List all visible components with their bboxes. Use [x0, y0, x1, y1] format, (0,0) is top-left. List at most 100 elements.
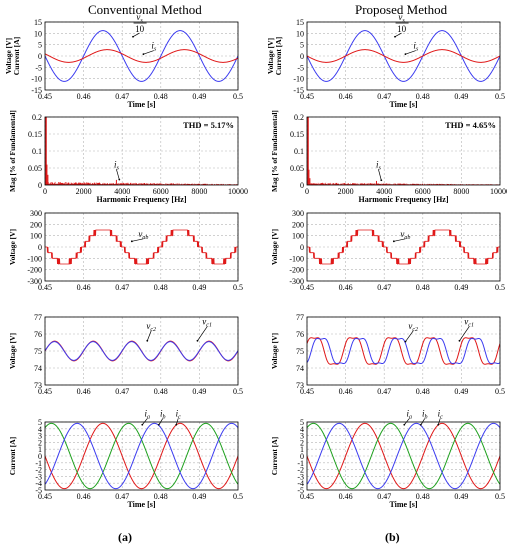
x-tick-label: 4000: [114, 187, 130, 196]
y-axis-label: Voltage [V]: [270, 333, 279, 369]
x-tick-label: 0.46: [77, 92, 91, 101]
annotation-arrowhead: [404, 53, 407, 56]
series-red-line: [307, 49, 500, 63]
y-tick-label: 15: [296, 18, 304, 27]
x-tick-label: 0.48: [416, 387, 430, 396]
y-tick-label: 10: [34, 29, 42, 38]
axes-frame: [306, 21, 501, 91]
annotation-arrowhead: [419, 423, 422, 426]
annotation-arrow: [116, 169, 120, 180]
x-tick-label: 0.45: [300, 492, 314, 501]
annotation-arrowhead: [458, 339, 461, 342]
x-tick-label: 0.47: [377, 92, 391, 101]
y-tick-label: 77: [34, 313, 42, 322]
x-tick-label: 0.45: [38, 492, 52, 501]
annotation-arrow: [404, 418, 410, 425]
y-tick-label: 0.1: [32, 147, 42, 156]
plot-area: [45, 422, 238, 490]
chart-b4: 0.45 0.46 0.47 0.48 0.49 0.5 73 74 75 76 77 Voltage…: [270, 313, 505, 396]
x-axis-label: Harmonic Frequency [Hz]: [358, 195, 448, 204]
x-tick-label: 0.5: [233, 492, 243, 501]
y-tick-label: 77: [296, 313, 304, 322]
plot-area: [307, 30, 500, 82]
y-axis-label: Current [A]: [274, 37, 283, 75]
x-tick-label: 0.48: [416, 283, 430, 292]
plot-area: [45, 30, 238, 82]
y-tick-label: -100: [289, 254, 304, 263]
annotation-arrow: [393, 238, 406, 242]
x-tick-label: 0.47: [377, 283, 391, 292]
x-tick-label: 0.45: [300, 283, 314, 292]
y-tick-label: -2: [297, 466, 304, 475]
y-tick-label: 0: [38, 452, 42, 461]
annotation-arrow: [420, 418, 426, 425]
y-tick-label: -4: [35, 479, 42, 488]
annotation-label: is: [376, 159, 382, 171]
x-tick-label: 2000: [76, 187, 92, 196]
series-blue-line: [45, 30, 238, 82]
annotation-label: vc1: [464, 317, 474, 329]
annotation-label: ic: [438, 409, 444, 421]
x-tick-label: 0.46: [77, 283, 91, 292]
series-red-line: [45, 229, 238, 265]
y-axis-label: Voltage [V]: [266, 38, 275, 74]
annotation-numerator: vs: [398, 12, 405, 24]
y-axis-label: Voltage [V]: [8, 333, 17, 369]
y-tick-label: -1: [297, 459, 304, 468]
y-tick-label: -3: [297, 472, 304, 481]
annotation-label: is: [413, 41, 419, 53]
y-tick-label: 0: [38, 243, 42, 252]
axes-frame: [44, 116, 239, 186]
plot-area: [307, 337, 500, 365]
annotation-arrowhead: [146, 339, 149, 342]
annotation-arrowhead: [403, 423, 406, 426]
column-title-proposed: Proposed Method: [355, 2, 448, 17]
x-tick-label: 6000: [153, 187, 169, 196]
y-tick-label: 5: [300, 418, 304, 427]
x-tick-label: 10000: [490, 187, 507, 196]
x-tick-label: 0.49: [192, 283, 206, 292]
y-tick-label: 0.15: [290, 130, 304, 139]
y-tick-label: 0: [300, 243, 304, 252]
x-tick-label: 0.47: [115, 92, 129, 101]
annotation-label: is: [114, 159, 120, 171]
x-tick-label: 0.45: [300, 387, 314, 396]
series-red-line: [307, 229, 500, 265]
y-tick-label: 3: [300, 432, 304, 441]
plot-area: [45, 229, 238, 265]
y-tick-label: 0: [300, 52, 304, 61]
annotation-label: vc2: [408, 321, 418, 333]
y-tick-label: -1: [35, 459, 42, 468]
y-tick-label: 0: [300, 181, 304, 190]
x-tick-label: 0.5: [233, 92, 243, 101]
y-tick-label: -5: [297, 63, 304, 72]
y-tick-label: -200: [289, 266, 304, 275]
axes-frame: [44, 316, 239, 386]
annotation-label: is: [151, 41, 157, 53]
annotation-arrow: [158, 418, 164, 425]
x-tick-label: 0.45: [38, 92, 52, 101]
y-tick-label: 200: [30, 220, 42, 229]
x-tick-label: 0.45: [300, 92, 314, 101]
x-tick-label: 0.45: [38, 283, 52, 292]
x-tick-label: 0.5: [233, 387, 243, 396]
plot-area: [307, 422, 500, 490]
x-tick-label: 0: [305, 187, 309, 196]
annotation-arrowhead: [142, 53, 145, 56]
axes-frame: [306, 421, 501, 491]
annotation-arrow: [378, 169, 382, 181]
y-tick-label: -10: [31, 75, 42, 84]
plot-area: [307, 229, 500, 265]
x-tick-label: 0.47: [377, 387, 391, 396]
annotation-arrowhead: [118, 178, 121, 181]
x-tick-label: 0.47: [115, 283, 129, 292]
y-tick-label: 73: [34, 381, 42, 390]
x-axis-label: Time [s]: [389, 500, 417, 509]
series-blue-line: [307, 422, 500, 490]
axes-frame: [44, 212, 239, 282]
x-tick-label: 0.48: [416, 92, 430, 101]
x-tick-label: 10000: [228, 187, 248, 196]
